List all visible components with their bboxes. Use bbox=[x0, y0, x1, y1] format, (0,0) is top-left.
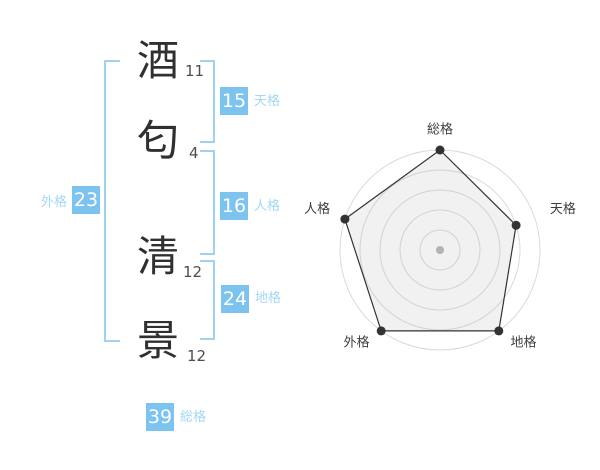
radar-point bbox=[435, 145, 445, 155]
stroke-count-4: 12 bbox=[187, 347, 207, 365]
radar-point bbox=[376, 326, 386, 336]
radar-point bbox=[340, 214, 350, 224]
radar-ring bbox=[379, 189, 501, 311]
stroke-count-2: 4 bbox=[189, 144, 199, 162]
radar-axis-label: 地格 bbox=[510, 335, 536, 351]
radar-ring bbox=[419, 229, 461, 271]
tenkaku-label: 天格 bbox=[254, 94, 281, 109]
name-char-3: 清 bbox=[136, 232, 179, 281]
radar-point bbox=[494, 326, 504, 336]
name-char-1: 酒 bbox=[136, 36, 179, 85]
radar-axis-label: 総格 bbox=[427, 122, 453, 138]
chikaku-label: 地格 bbox=[255, 291, 282, 306]
soukaku-label: 総格 bbox=[180, 410, 207, 425]
jinkaku-label: 人格 bbox=[254, 199, 281, 214]
gaikaku-label: 外格 bbox=[40, 195, 67, 210]
radar-polygon bbox=[344, 149, 517, 332]
gaikaku-bracket bbox=[104, 60, 120, 342]
radar-ring bbox=[399, 209, 481, 291]
radar-axis-label: 人格 bbox=[304, 201, 330, 217]
stroke-count-3: 12 bbox=[183, 263, 203, 281]
radar-chart-area: 総格天格地格 外格 人格 bbox=[290, 110, 590, 370]
jinkaku-bracket bbox=[200, 150, 215, 255]
radar-center-dot bbox=[436, 246, 444, 254]
soukaku-value-badge: 39 bbox=[146, 403, 174, 431]
radar-axis-label: 外格 bbox=[343, 335, 369, 351]
gaikaku-value-badge: 23 bbox=[72, 186, 100, 214]
chikaku-value-badge: 24 bbox=[221, 285, 249, 313]
radar-point bbox=[511, 220, 521, 230]
name-char-2: 匂 bbox=[136, 116, 179, 165]
tenkaku-value-badge: 15 bbox=[220, 87, 248, 115]
stroke-count-1: 11 bbox=[185, 62, 205, 80]
radar-ring bbox=[359, 169, 521, 331]
radar-axis-label: 天格 bbox=[550, 201, 576, 217]
jinkaku-value-badge: 16 bbox=[220, 192, 248, 220]
chikaku-bracket bbox=[200, 260, 215, 340]
name-char-4: 景 bbox=[136, 316, 179, 365]
tenkaku-bracket bbox=[200, 60, 215, 143]
